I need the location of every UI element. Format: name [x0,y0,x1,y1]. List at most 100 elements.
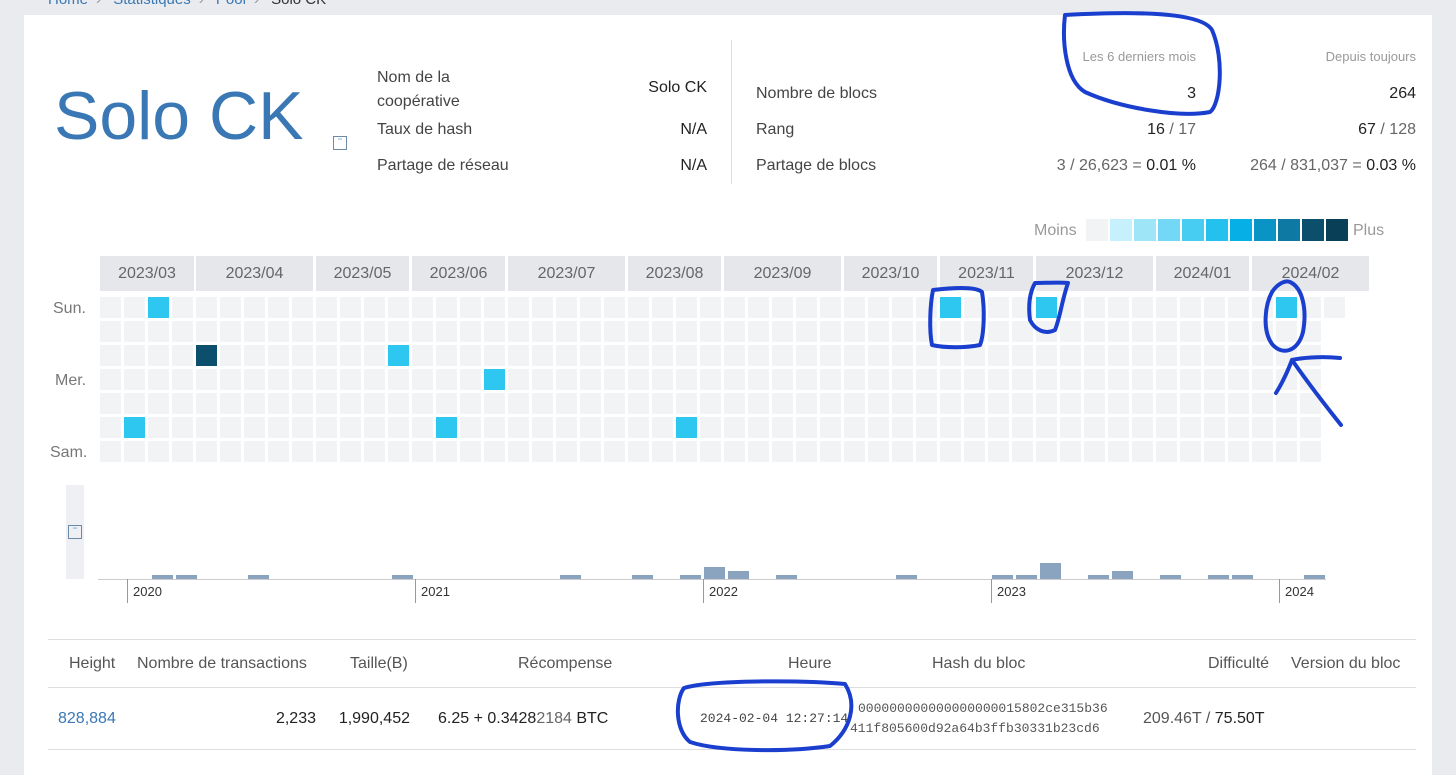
heatmap-cell[interactable] [1012,441,1033,462]
heatmap-cell[interactable] [340,369,361,390]
col-difficulty[interactable]: Difficulté [1208,655,1270,672]
heatmap-cell[interactable] [220,321,241,342]
heatmap-cell[interactable] [148,321,169,342]
heatmap-cell[interactable] [700,393,721,414]
heatmap-cell[interactable] [652,369,673,390]
col-size[interactable]: Taille(B) [350,655,408,672]
heatmap-cell[interactable] [340,321,361,342]
heatmap-cell[interactable] [388,417,409,438]
heatmap-cell[interactable] [556,321,577,342]
heatmap-cell[interactable] [868,417,889,438]
heatmap-cell-active[interactable] [436,417,457,438]
heatmap-cell[interactable] [1036,369,1057,390]
heatmap-cell[interactable] [1060,321,1081,342]
heatmap-cell[interactable] [1252,321,1273,342]
heatmap-cell[interactable] [1060,369,1081,390]
heatmap-cell[interactable] [868,441,889,462]
breadcrumb-pool[interactable]: Pool [216,0,246,8]
breadcrumb-statistics[interactable]: Statistiques [113,0,191,8]
heatmap-cell[interactable] [772,369,793,390]
heatmap-cell[interactable] [340,393,361,414]
heatmap-cell[interactable] [820,369,841,390]
heatmap-cell[interactable] [364,441,385,462]
heatmap-cell[interactable] [1132,393,1153,414]
heatmap-cell-active[interactable] [484,369,505,390]
heatmap-cell[interactable] [532,321,553,342]
heatmap-cell[interactable] [412,441,433,462]
heatmap-cell[interactable] [172,321,193,342]
heatmap-cell[interactable] [724,321,745,342]
heatmap-cell[interactable] [148,345,169,366]
heatmap-cell[interactable] [964,321,985,342]
heatmap-cell[interactable] [1300,369,1321,390]
heatmap-cell[interactable] [652,393,673,414]
heatmap-cell[interactable] [964,417,985,438]
heatmap-cell[interactable] [244,297,265,318]
heatmap-cell[interactable] [1108,441,1129,462]
heatmap-cell[interactable] [1252,441,1273,462]
heatmap-cell[interactable] [1012,297,1033,318]
heatmap-cell[interactable] [868,393,889,414]
heatmap-cell[interactable] [1300,345,1321,366]
heatmap-cell[interactable] [292,369,313,390]
heatmap-cell[interactable] [628,345,649,366]
heatmap-cell[interactable] [508,417,529,438]
heatmap-cell[interactable] [268,417,289,438]
heatmap-cell[interactable] [244,369,265,390]
heatmap-cell[interactable] [604,297,625,318]
heatmap-cell[interactable] [436,369,457,390]
heatmap-cell[interactable] [580,321,601,342]
heatmap-cell[interactable] [916,321,937,342]
heatmap-cell[interactable] [844,441,865,462]
heatmap-cell[interactable] [316,369,337,390]
heatmap-cell[interactable] [844,417,865,438]
heatmap-cell[interactable] [220,345,241,366]
heatmap-cell[interactable] [220,369,241,390]
heatmap-cell[interactable] [916,297,937,318]
heatmap-cell[interactable] [700,321,721,342]
heatmap-cell[interactable] [652,441,673,462]
heatmap-cell[interactable] [268,345,289,366]
heatmap-cell[interactable] [796,297,817,318]
heatmap-cell[interactable] [412,393,433,414]
heatmap-cell[interactable] [1084,297,1105,318]
heatmap-cell[interactable] [1324,297,1345,318]
heatmap-cell[interactable] [580,345,601,366]
heatmap-cell[interactable] [340,417,361,438]
heatmap-cell[interactable] [388,393,409,414]
heatmap-cell[interactable] [532,417,553,438]
heatmap-cell[interactable] [892,345,913,366]
heatmap-cell[interactable] [508,297,529,318]
heatmap-cell[interactable] [820,297,841,318]
heatmap-cell[interactable] [484,321,505,342]
heatmap-cell[interactable] [316,297,337,318]
heatmap-cell[interactable] [604,393,625,414]
heatmap-cell[interactable] [700,441,721,462]
heatmap-cell[interactable] [220,417,241,438]
heatmap-cell[interactable] [1228,321,1249,342]
heatmap-cell[interactable] [796,417,817,438]
heatmap-cell-active[interactable] [124,417,145,438]
heatmap-cell[interactable] [892,369,913,390]
heatmap-cell[interactable] [388,321,409,342]
hash-line-1[interactable]: 000000000000000000015802ce315b36 [858,701,1108,716]
heatmap-cell[interactable] [316,417,337,438]
heatmap-cell[interactable] [484,393,505,414]
heatmap-cell[interactable] [316,321,337,342]
heatmap-cell[interactable] [988,417,1009,438]
heatmap-cell-active[interactable] [940,297,961,318]
heatmap-cell[interactable] [316,393,337,414]
heatmap-cell[interactable] [1060,417,1081,438]
heatmap-cell[interactable] [1132,297,1153,318]
heatmap-cell[interactable] [388,441,409,462]
heatmap-cell[interactable] [484,441,505,462]
heatmap-cell[interactable] [460,321,481,342]
heatmap-cell[interactable] [460,297,481,318]
heatmap-cell[interactable] [868,369,889,390]
heatmap-cell[interactable] [796,441,817,462]
heatmap-cell[interactable] [652,297,673,318]
heatmap-cell[interactable] [916,441,937,462]
heatmap-cell[interactable] [1084,321,1105,342]
heatmap-cell[interactable] [1228,369,1249,390]
heatmap-cell[interactable] [532,345,553,366]
